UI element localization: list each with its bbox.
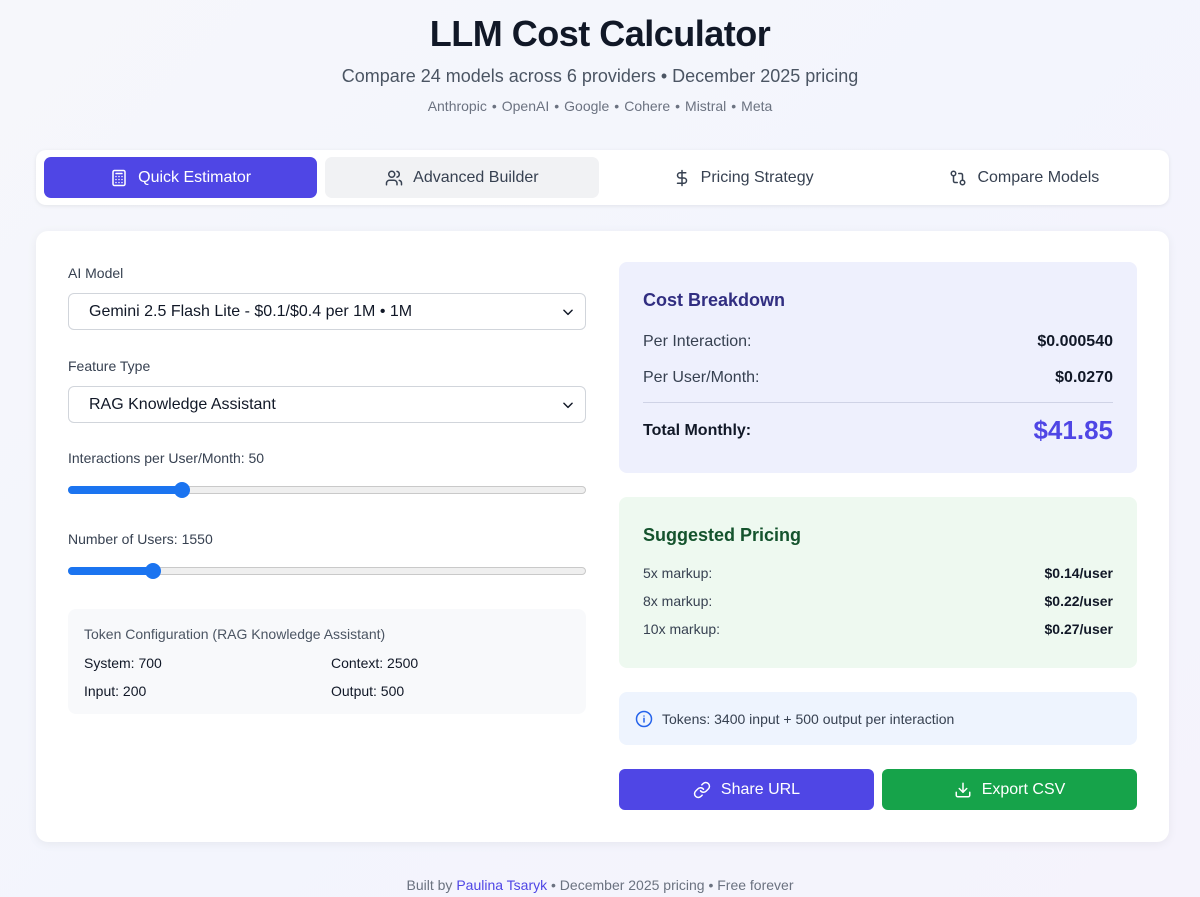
interactions-label: Interactions per User/Month: 50 [68,450,265,466]
share-url-label: Share URL [720,780,801,798]
markup-value: $0.14/user [1044,565,1114,581]
token-config-title: Token Configuration (RAG Knowledge Assis… [84,626,386,642]
model-select-value: Gemini 2.5 Flash Lite - $0.1/$0.4 per 1M… [89,302,413,320]
cost-breakdown-title: Cost Breakdown [643,290,786,310]
feature-select-value: RAG Knowledge Assistant [89,395,276,413]
tab-quick-estimator-label: Quick Estimator [138,168,252,186]
markup-value: $0.27/user [1044,621,1114,637]
model-select[interactable]: Gemini 2.5 Flash Lite - $0.1/$0.4 per 1M… [68,293,586,330]
users-slider-fill [68,567,154,575]
interactions-slider-fill [68,486,182,494]
markup-row-5x: 5x markup: $0.14/user [643,563,1113,583]
provider-mistral: Mistral [685,98,727,114]
page-footer: Built by Paulina Tsaryk • December 2025 … [0,876,1200,894]
calculator-card: AI Model Gemini 2.5 Flash Lite - $0.1/$0… [36,231,1169,842]
chevron-down-icon [563,309,573,315]
results-panel: Cost Breakdown Per Interaction: $0.00054… [619,262,1137,810]
dollar-icon [676,169,687,186]
page-subtitle: Compare 24 models across 6 providers • D… [341,66,859,86]
link-icon [693,781,711,798]
input-panel: AI Model Gemini 2.5 Flash Lite - $0.1/$0… [68,263,586,714]
provider-cohere: Cohere [624,98,671,114]
users-label: Number of Users: 1550 [68,531,213,547]
provider-openai: OpenAI [501,98,550,114]
token-config-grid: System: 700 Context: 2500 Input: 200 Out… [84,654,570,700]
markup-label: 5x markup: [643,565,713,581]
provider-google: Google [564,98,610,114]
users-slider[interactable] [68,563,586,579]
cost-breakdown: Cost Breakdown Per Interaction: $0.00054… [619,262,1137,473]
share-url-button[interactable]: Share URL [619,769,874,810]
users-icon [385,170,403,185]
footer-prefix: Built by [406,877,453,893]
feature-label: Feature Type [68,358,151,374]
export-csv-button[interactable]: Export CSV [882,769,1137,810]
token-output: Output: 500 [331,683,405,699]
feature-select[interactable]: RAG Knowledge Assistant [68,386,586,423]
markup-label: 8x markup: [643,593,713,609]
action-buttons: Share URL Export CSV [619,769,1137,810]
tab-pricing-strategy-label: Pricing Strategy [700,168,814,186]
tab-pricing-strategy[interactable]: Pricing Strategy [607,157,880,198]
users-slider-thumb[interactable] [145,563,162,579]
total-monthly-label: Total Monthly: [643,421,752,439]
info-icon [635,710,653,727]
tab-advanced-builder-label: Advanced Builder [413,168,539,186]
per-interaction-label: Per Interaction: [643,333,752,350]
markup-label: 10x markup: [643,621,721,637]
calculator-icon [112,169,126,186]
markup-value: $0.22/user [1044,593,1114,609]
breakdown-divider [643,402,1113,403]
page-header: LLM Cost Calculator Compare 24 models ac… [0,0,1200,115]
footer-author-link[interactable]: Paulina Tsaryk [456,877,548,893]
interactions-slider[interactable] [68,482,586,498]
suggested-pricing: Suggested Pricing 5x markup: $0.14/user … [619,497,1137,668]
total-monthly-value: $41.85 [1033,415,1113,445]
tab-compare-models[interactable]: Compare Models [888,157,1161,198]
token-system: System: 700 [84,655,162,671]
provider-meta: Meta [741,98,773,114]
git-compare-icon [950,170,966,185]
per-user-label: Per User/Month: [643,369,760,386]
provider-list: Anthropic • OpenAI • Google • Cohere • Mistral • M… [427,98,773,114]
per-user-value: $0.0270 [1055,369,1113,386]
suggested-pricing-title: Suggested Pricing [643,525,802,545]
model-label: AI Model [68,265,124,281]
token-input: Input: 200 [84,683,147,699]
token-config-box: Token Configuration (RAG Knowledge Assis… [68,609,586,714]
per-interaction-row: Per Interaction: $0.000540 [643,330,1113,354]
footer-suffix: • December 2025 pricing • Free forever [551,877,794,893]
tab-quick-estimator[interactable]: Quick Estimator [44,157,318,198]
token-info-banner: Tokens: 3400 input + 500 output per inte… [619,692,1137,745]
per-interaction-value: $0.000540 [1037,333,1113,350]
export-csv-label: Export CSV [981,780,1066,798]
token-context: Context: 2500 [331,655,419,671]
per-user-row: Per User/Month: $0.0270 [643,366,1113,390]
markup-row-8x: 8x markup: $0.22/user [643,591,1113,611]
markup-row-10x: 10x markup: $0.27/user [643,619,1113,639]
page-title: LLM Cost Calculator [429,13,771,54]
tab-advanced-builder[interactable]: Advanced Builder [325,157,599,198]
download-icon [955,782,971,797]
interactions-slider-thumb[interactable] [173,482,190,498]
tab-compare-models-label: Compare Models [977,168,1100,186]
chevron-down-icon [563,402,573,408]
token-info-text: Tokens: 3400 input + 500 output per inte… [662,710,955,727]
provider-anthropic: Anthropic [427,98,487,114]
total-monthly-row: Total Monthly: $41.85 [643,415,1113,446]
tab-bar: Quick Estimator Advanced Builder Pricing… [36,150,1169,205]
